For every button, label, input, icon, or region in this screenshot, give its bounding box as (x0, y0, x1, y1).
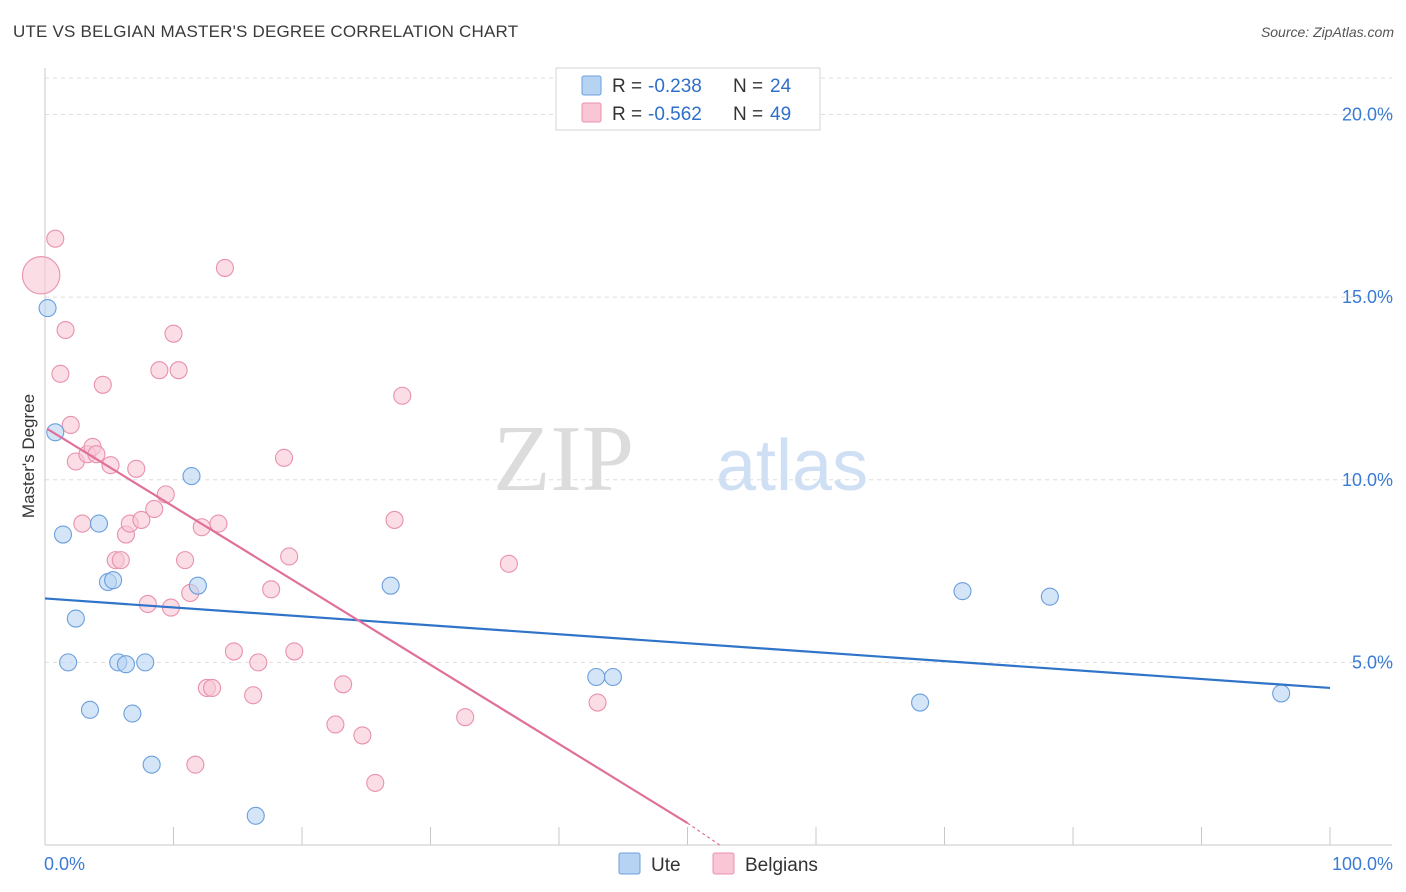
belgians-point (203, 678, 222, 697)
belgians-point (61, 415, 80, 435)
belgians-point (132, 510, 151, 529)
belgians-point (224, 642, 243, 661)
legend-swatch-ute (581, 75, 602, 96)
belgians-trend-line (46, 427, 689, 825)
series-legend: Ute Belgians (618, 852, 818, 876)
belgians-point (111, 551, 130, 570)
legend-r-label-ute: R = (612, 76, 642, 97)
belgians-point (274, 448, 294, 467)
belgians-point (385, 510, 404, 529)
belgians-point (334, 675, 353, 694)
belgians-point (150, 361, 169, 380)
watermark: ZIP atlas (493, 407, 868, 511)
ute-point (80, 700, 100, 719)
belgians-point (499, 554, 518, 573)
y-tick-label: 15.0% (1342, 287, 1393, 307)
belgians-point (326, 715, 345, 734)
belgians-point (56, 320, 75, 340)
legend-bottom-label-ute: Ute (651, 855, 681, 876)
legend-bottom-swatch-belgians (712, 852, 735, 875)
axes (44, 68, 1392, 846)
belgians-point (285, 642, 304, 661)
ute-point (1272, 684, 1291, 703)
belgians-point (127, 459, 146, 478)
y-axis-label: Master's Degree (19, 394, 38, 518)
belgians-point (164, 324, 183, 343)
ute-point (38, 299, 57, 318)
legend-n-label-belgians: N = (733, 104, 763, 125)
ute-point (142, 755, 161, 774)
belgians-point (176, 551, 195, 570)
belgians-point (456, 708, 475, 727)
x-tick-label-min: 0.0% (44, 854, 85, 874)
ute-point (246, 806, 265, 825)
x-tick-label-max: 100.0% (1332, 854, 1393, 874)
legend-swatch-belgians (581, 102, 602, 123)
ute-point (188, 576, 207, 595)
ute-point (381, 576, 400, 595)
belgians-point (244, 686, 263, 705)
ute-point (136, 653, 155, 672)
belgians-point (156, 485, 175, 504)
belgians-point (51, 364, 70, 383)
ute-point (123, 704, 142, 723)
tick-labels: 5.0% 10.0% 15.0% 20.0% 0.0% 100.0% (44, 105, 1393, 874)
belgians-point (169, 361, 188, 380)
watermark-atlas: atlas (716, 426, 868, 506)
belgians-point (209, 514, 228, 533)
belgians-point (73, 514, 92, 533)
y-tick-label: 10.0% (1342, 470, 1393, 490)
belgians-point (21, 255, 61, 295)
ute-point (66, 609, 85, 628)
ute-point (89, 514, 109, 533)
legend-bottom-label-belgians: Belgians (745, 855, 818, 876)
belgians-point (138, 594, 157, 613)
ute-point (1040, 587, 1059, 606)
ute-point (104, 571, 123, 590)
belgians-point (393, 386, 412, 405)
belgians-point (588, 693, 607, 712)
trend-lines (44, 427, 1331, 846)
ute-point (911, 693, 930, 712)
correlation-legend: R = -0.238 N = 24 R = -0.562 N = 49 (555, 67, 821, 131)
belgians-trend-extension (687, 822, 720, 846)
belgians-point (145, 499, 164, 519)
legend-r-value-ute: -0.238 (648, 76, 702, 97)
belgians-point (262, 580, 281, 599)
belgians-point (186, 755, 205, 774)
chart-title: UTE VS BELGIAN MASTER'S DEGREE CORRELATI… (13, 22, 519, 41)
watermark-zip: ZIP (493, 407, 634, 511)
grid-lines (45, 77, 1392, 663)
legend-bottom-swatch-ute (618, 852, 641, 875)
source-label: Source: ZipAtlas.com (1260, 24, 1394, 40)
ute-point (116, 655, 136, 674)
belgians-point (93, 375, 112, 394)
data-points (21, 229, 1291, 825)
ute-point (587, 667, 606, 687)
belgians-point (366, 773, 385, 792)
ute-point (53, 525, 73, 544)
legend-r-label-belgians: R = (612, 104, 642, 125)
legend-n-label-ute: N = (733, 76, 763, 97)
ute-trend-line (44, 597, 1331, 690)
ute-point (182, 467, 201, 486)
legend-r-value-belgians: -0.562 (648, 104, 702, 125)
belgians-point (215, 258, 234, 277)
ute-point (953, 582, 972, 601)
ute-point (603, 667, 623, 687)
y-tick-label: 5.0% (1352, 652, 1393, 672)
belgians-point (46, 229, 65, 248)
belgians-point (353, 726, 372, 745)
belgians-point (249, 653, 268, 672)
legend-n-value-belgians: 49 (770, 104, 791, 125)
legend-n-value-ute: 24 (770, 76, 792, 97)
belgians-point (280, 547, 299, 566)
ute-point (59, 653, 78, 672)
y-tick-label: 20.0% (1342, 105, 1393, 125)
